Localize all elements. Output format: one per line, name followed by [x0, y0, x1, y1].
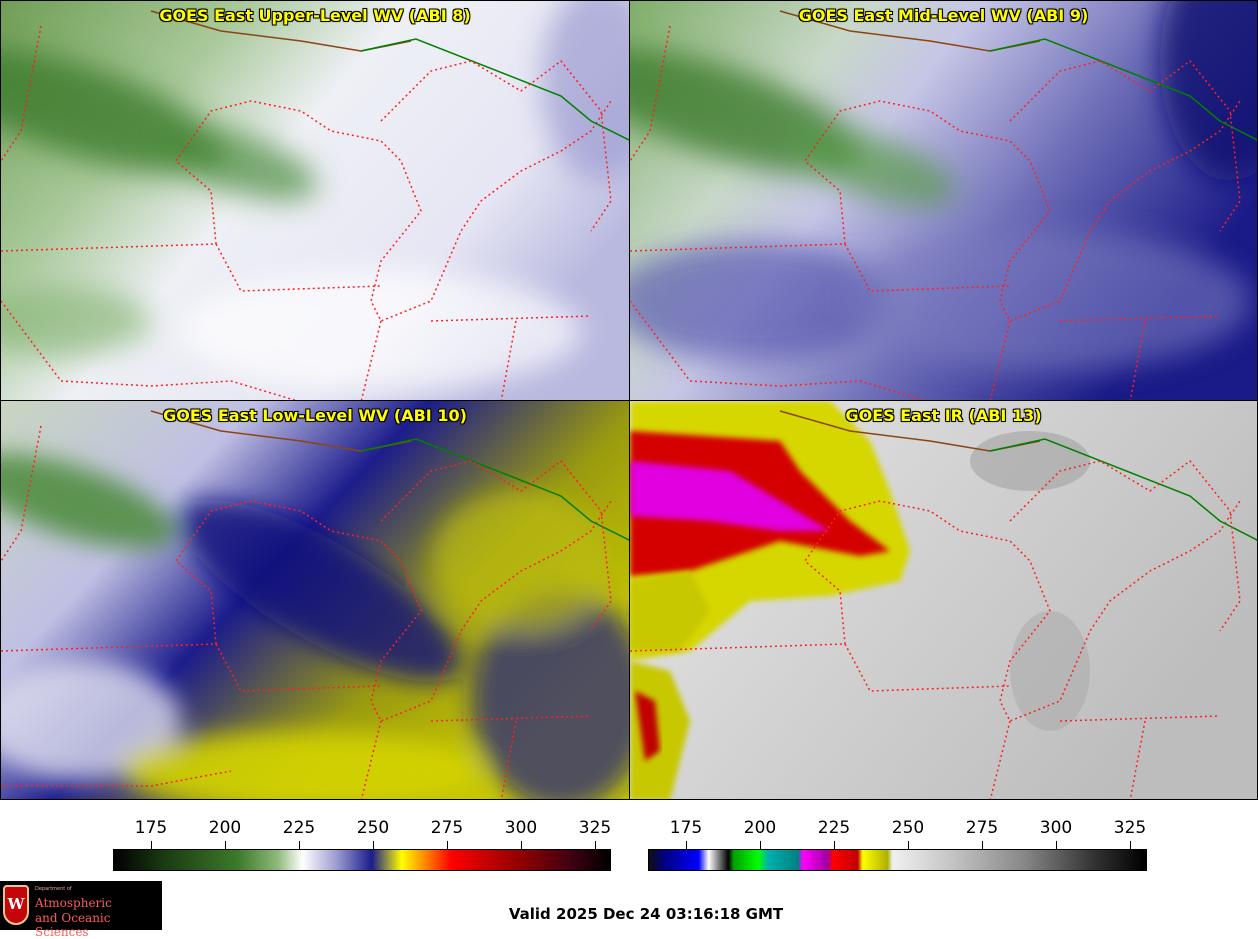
tick-mark [447, 841, 448, 849]
upper-level-wv-panel: GOES East Upper-Level WV (ABI 8) [0, 0, 630, 401]
panel-title: GOES East IR (ABI 13) [845, 406, 1042, 425]
valid-time-label: Valid 2025 Dec 24 03:16:18 GMT [508, 905, 784, 923]
water-vapor-colorbar [113, 849, 611, 871]
tick-mark [299, 841, 300, 849]
tick-mark [151, 841, 152, 849]
upper-level-wv-image [1, 1, 629, 400]
tick-mark [834, 841, 835, 849]
tick-mark [908, 841, 909, 849]
tick-mark [373, 841, 374, 849]
wv-colorbar-tick: 250 [356, 818, 390, 838]
ir-colorbar-tick: 250 [891, 818, 925, 838]
wv-colorbar-tick: 175 [134, 818, 168, 838]
mid-level-wv-image [630, 1, 1257, 400]
panel-title: GOES East Low-Level WV (ABI 10) [163, 406, 467, 425]
ir-image [630, 401, 1257, 799]
low-level-wv-image [1, 401, 629, 799]
ir-colorbar-tick: 200 [743, 818, 777, 838]
panel-title: GOES East Mid-Level WV (ABI 9) [798, 6, 1089, 25]
uw-crest-icon: W [3, 885, 29, 925]
aos-logo: W Department of Atmospheric and Oceanic … [0, 881, 162, 939]
tick-mark [982, 841, 983, 849]
tick-mark [225, 841, 226, 849]
logo-line-2: Atmospheric [35, 896, 112, 910]
tick-mark [595, 841, 596, 849]
tick-mark [686, 841, 687, 849]
ir-panel: GOES East IR (ABI 13) [629, 400, 1258, 800]
wv-colorbar-tick: 275 [430, 818, 464, 838]
tick-mark [1130, 841, 1131, 849]
wv-colorbar-tick: 300 [504, 818, 538, 838]
wv-colorbar-tick: 225 [282, 818, 316, 838]
infrared-colorbar [648, 849, 1147, 871]
tick-mark [521, 841, 522, 849]
ir-colorbar-tick: 300 [1039, 818, 1073, 838]
ir-colorbar-tick: 225 [817, 818, 851, 838]
wv-colorbar-tick: 200 [208, 818, 242, 838]
tick-mark [760, 841, 761, 849]
tick-mark [1056, 841, 1057, 849]
mid-level-wv-panel: GOES East Mid-Level WV (ABI 9) [629, 0, 1258, 401]
ir-colorbar-tick: 175 [669, 818, 703, 838]
low-level-wv-panel: GOES East Low-Level WV (ABI 10) [0, 400, 630, 800]
ir-colorbar-tick: 325 [1113, 818, 1147, 838]
ir-colorbar-tick: 275 [965, 818, 999, 838]
logo-line-1: Department of [35, 886, 72, 892]
wv-colorbar-tick: 325 [578, 818, 612, 838]
panel-title: GOES East Upper-Level WV (ABI 8) [159, 6, 471, 25]
